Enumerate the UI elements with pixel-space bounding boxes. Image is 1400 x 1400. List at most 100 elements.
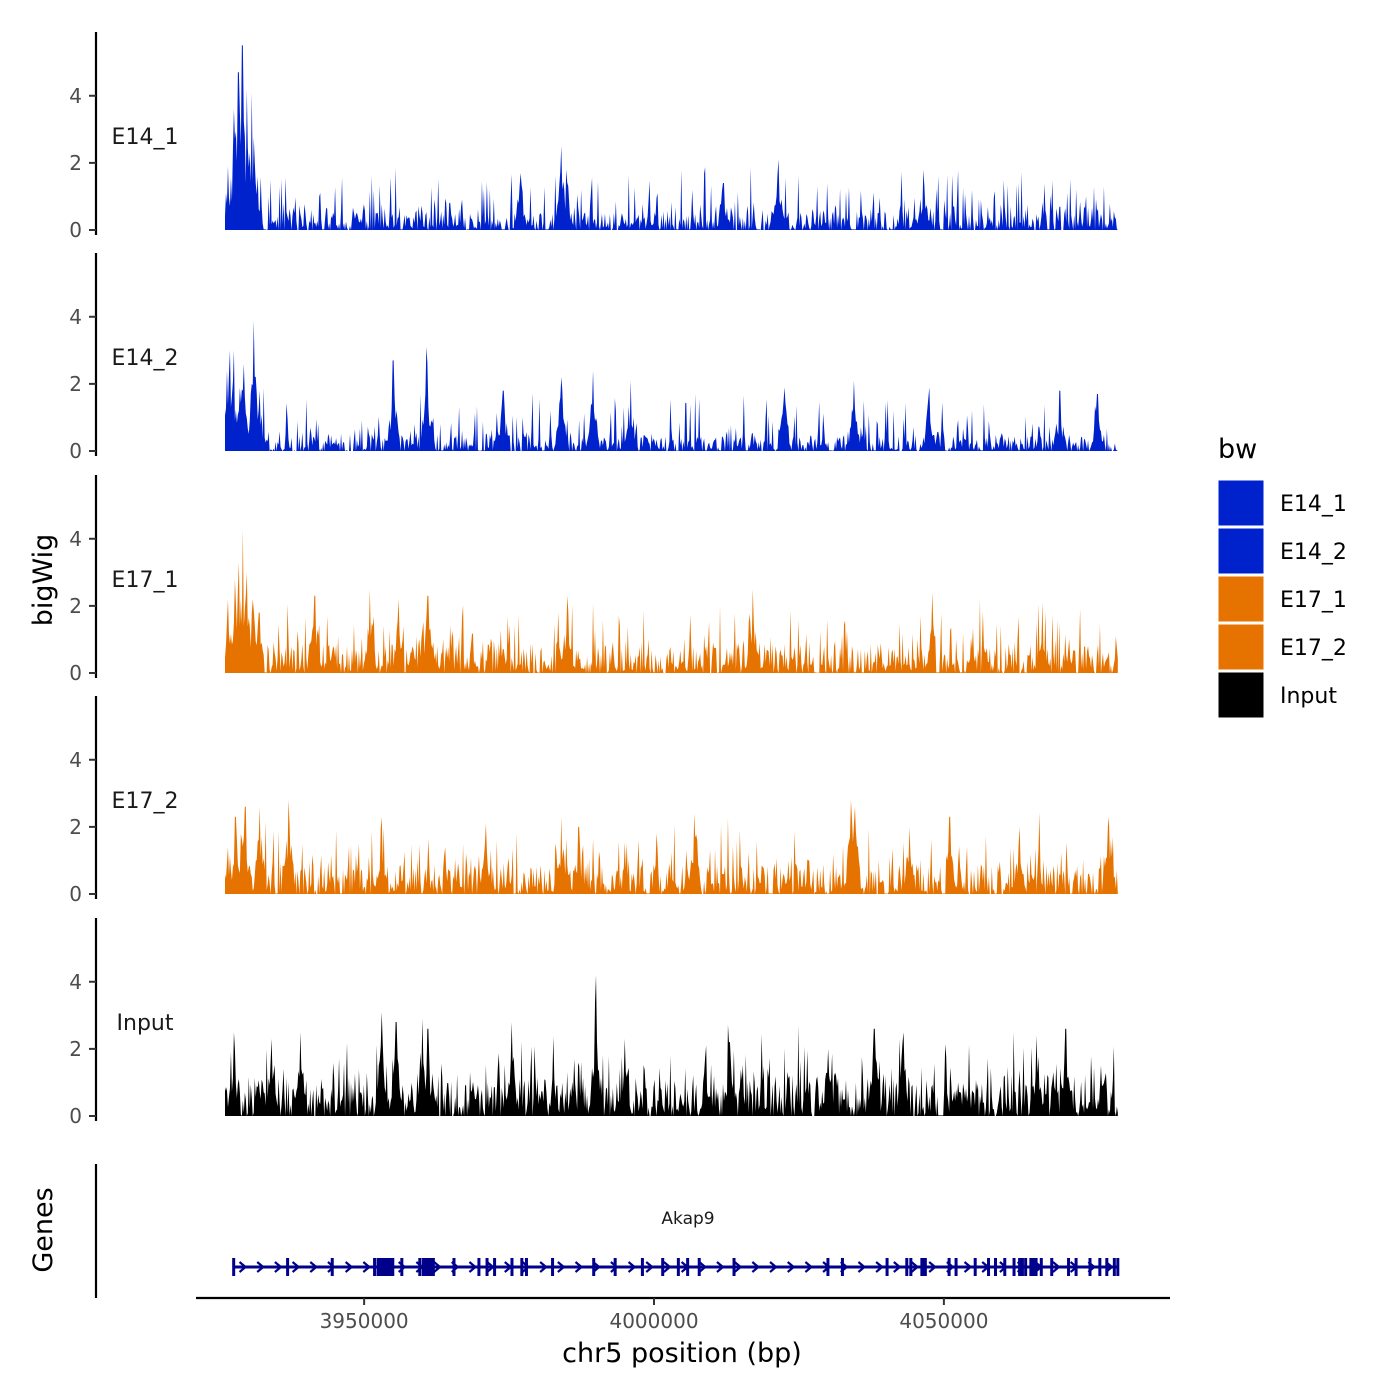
strand-arrow (716, 1261, 725, 1273)
strand-arrow (875, 1261, 884, 1273)
y-tick-label: 0 (69, 439, 82, 463)
y-tick-label: 4 (69, 84, 82, 108)
exon (510, 1258, 514, 1276)
exon (732, 1258, 736, 1276)
legend-swatch-E14_1 (1217, 479, 1265, 527)
strand-arrow (539, 1261, 548, 1273)
track-E14_2: 0 2 4 E14_2 (69, 253, 1118, 463)
legend-label-Input: Input (1280, 684, 1337, 709)
exon (524, 1258, 528, 1276)
y-tick-label: 0 (69, 661, 82, 685)
exon (1105, 1258, 1109, 1276)
exon (232, 1258, 236, 1276)
track-E17_1: 0 2 4 E17_1 (69, 475, 1118, 685)
exon (1088, 1258, 1092, 1276)
strand-arrow (610, 1261, 619, 1273)
exon (330, 1258, 334, 1276)
strand-arrow (433, 1261, 442, 1273)
legend-label-E14_2: E14_2 (1280, 540, 1347, 565)
y-tick-label: 2 (69, 1037, 82, 1061)
exon (477, 1258, 481, 1276)
exon (909, 1258, 913, 1276)
y-tick-label: 0 (69, 1104, 82, 1128)
y-axis-title: bigWig (28, 534, 59, 627)
x-axis-title: chr5 position (bp) (562, 1338, 802, 1369)
legend-label-E17_2: E17_2 (1280, 636, 1347, 661)
exon (373, 1258, 377, 1276)
exon (1012, 1258, 1016, 1276)
track-label: Input (117, 1011, 174, 1036)
signal-area-E14_2 (224, 320, 1118, 451)
exon-block (376, 1258, 395, 1276)
exon (493, 1258, 497, 1276)
exon (551, 1258, 555, 1276)
signal-area-E14_1 (224, 45, 1118, 230)
y-tick-label: 2 (69, 372, 82, 396)
legend-swatch-E17_1 (1217, 575, 1265, 623)
exon (1116, 1258, 1120, 1276)
exon (826, 1258, 830, 1276)
strand-arrow (344, 1261, 354, 1273)
exon (993, 1258, 997, 1276)
exon (954, 1258, 958, 1276)
exon (1067, 1258, 1071, 1276)
exon (973, 1258, 977, 1276)
strand-arrow (663, 1261, 672, 1273)
strand-arrow (1052, 1261, 1061, 1273)
exon (286, 1258, 290, 1276)
exon (840, 1258, 844, 1276)
exon (1050, 1258, 1054, 1276)
genes-panel: Genes Akap9 (28, 1164, 1120, 1298)
exon (1003, 1258, 1007, 1276)
legend-title: bw (1218, 434, 1257, 465)
x-tick-label: 3950000 (320, 1309, 409, 1333)
strand-arrow (698, 1261, 707, 1273)
exon (885, 1258, 889, 1276)
x-tick-label: 4000000 (609, 1309, 698, 1333)
legend: bw E14_1 E14_2 E17_1 E17_2 Input (1217, 434, 1347, 719)
strand-arrow (893, 1261, 902, 1273)
strand-arrow (327, 1261, 336, 1273)
genes-axis-title: Genes (28, 1187, 59, 1272)
exon (686, 1258, 690, 1276)
exon (1034, 1258, 1038, 1276)
exon (520, 1258, 524, 1276)
exon (1098, 1258, 1102, 1276)
y-tick-label: 4 (69, 970, 82, 994)
exon (421, 1258, 425, 1276)
strand-arrow (256, 1261, 265, 1273)
track-label: E17_2 (112, 789, 179, 814)
strand-arrow (468, 1261, 478, 1273)
exon (1112, 1258, 1116, 1276)
track-label: E14_2 (112, 346, 179, 371)
strand-arrow (238, 1261, 248, 1273)
bigwig-tracks: 0 2 4 E14_1 0 2 4 E14_2 0 2 4 E17_1 0 2 4 E17_2 0 2 4 Input (69, 32, 1118, 1128)
exon (1039, 1258, 1043, 1276)
strand-arrow (574, 1261, 584, 1273)
signal-area-E17_1 (224, 528, 1118, 673)
y-tick-label: 0 (69, 882, 82, 906)
track-label: E14_1 (112, 125, 179, 150)
exon (418, 1258, 422, 1276)
exon (640, 1258, 644, 1276)
strand-arrow (627, 1261, 637, 1273)
exon-block (920, 1258, 927, 1276)
strand-arrow (362, 1261, 372, 1273)
y-tick-label: 2 (69, 151, 82, 175)
strand-arrow (274, 1261, 283, 1273)
y-tick-label: 2 (69, 815, 82, 839)
exon-block (1030, 1258, 1035, 1276)
exon (661, 1258, 665, 1276)
legend-label-E17_1: E17_1 (1280, 588, 1347, 613)
exon (592, 1258, 596, 1276)
strand-arrow (857, 1261, 867, 1273)
x-axis: 3950000 4000000 4050000 (196, 1296, 1170, 1333)
exon (905, 1258, 909, 1276)
strand-arrow (557, 1261, 566, 1273)
strand-arrow (521, 1261, 531, 1273)
y-tick-label: 0 (69, 218, 82, 242)
strand-arrow (786, 1261, 796, 1273)
gene-name-label: Akap9 (661, 1209, 714, 1229)
exon-block (1018, 1258, 1024, 1276)
